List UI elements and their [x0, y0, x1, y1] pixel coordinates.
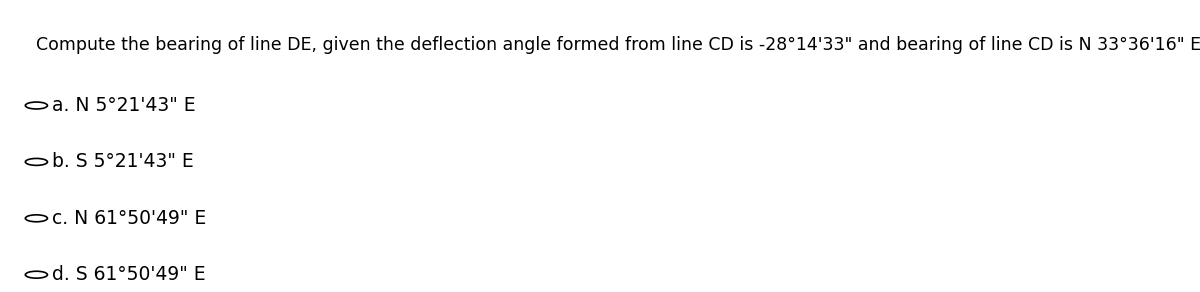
Text: c. N 61°50'49" E: c. N 61°50'49" E [52, 209, 206, 228]
Text: b. S 5°21'43" E: b. S 5°21'43" E [52, 152, 194, 171]
Text: Compute the bearing of line DE, given the deflection angle formed from line CD i: Compute the bearing of line DE, given th… [36, 36, 1200, 54]
Text: d. S 61°50'49" E: d. S 61°50'49" E [52, 265, 205, 284]
Text: a. N 5°21'43" E: a. N 5°21'43" E [52, 96, 196, 115]
